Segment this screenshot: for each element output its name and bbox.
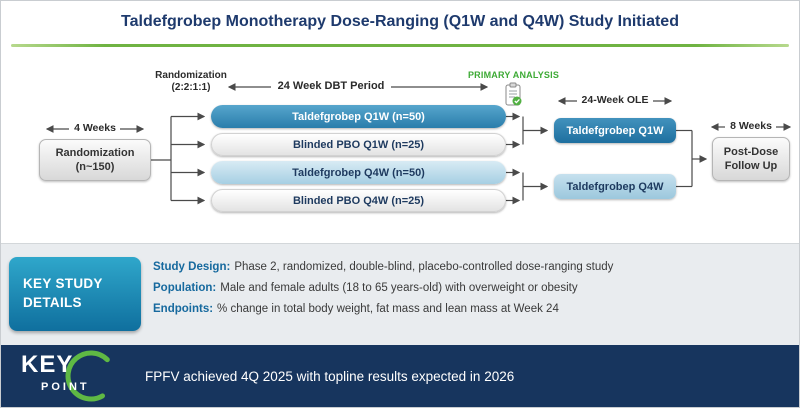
flow-connector-arrows bbox=[45, 83, 792, 205]
followup-duration-label: 8 Weeks bbox=[730, 120, 772, 132]
key-study-details-section: KEY STUDY DETAILS Study Design: Phase 2, … bbox=[1, 243, 799, 345]
dbt-period-label: 24 Week DBT Period bbox=[277, 80, 385, 92]
arm-blinded-pbo-q1w: Blinded PBO Q1W (n=25) bbox=[211, 133, 506, 156]
keypoint-logo: KEY POINT bbox=[15, 348, 133, 404]
detail-label-study-design: Study Design: bbox=[153, 261, 231, 273]
logo-text-point: POINT bbox=[41, 381, 90, 393]
ole-taldefgrobep-q4w: Taldefgrobep Q4W bbox=[554, 174, 676, 199]
key-study-heading-line1: KEY STUDY bbox=[23, 276, 103, 292]
post-dose-line1: Post-Dose bbox=[723, 145, 779, 158]
key-point-footer: KEY POINT FPFV achieved 4Q 2025 with top… bbox=[1, 345, 799, 407]
detail-label-population: Population: bbox=[153, 282, 217, 294]
randomization-ratio-line2: (2:2:1:1) bbox=[171, 82, 211, 93]
detail-value-population: Male and female adults (18 to 65 years-o… bbox=[220, 282, 578, 294]
detail-value-endpoints: % change in total body weight, fat mass … bbox=[217, 303, 559, 315]
key-study-heading-line2: DETAILS bbox=[23, 295, 82, 310]
randomization-box-line1: Randomization bbox=[55, 146, 135, 159]
detail-label-endpoints: Endpoints: bbox=[153, 303, 214, 315]
logo-text-key: KEY bbox=[21, 351, 74, 378]
post-dose-line2: Follow Up bbox=[724, 160, 778, 172]
detail-line-population: Population: Male and female adults (18 to… bbox=[153, 282, 613, 294]
study-flow-diagram: Randomization (2:2:1:1) 24 Week DBT Peri… bbox=[1, 51, 799, 243]
primary-analysis-label: PRIMARY ANALYSIS bbox=[467, 70, 560, 80]
randomization-ratio-line1: Randomization bbox=[155, 70, 227, 81]
key-study-details-heading: KEY STUDY DETAILS bbox=[9, 257, 141, 331]
study-details-text: Study Design: Phase 2, randomized, double… bbox=[153, 261, 613, 324]
primary-analysis-clipboard-icon bbox=[505, 82, 522, 106]
ole-taldefgrobep-q1w: Taldefgrobep Q1W bbox=[554, 118, 676, 143]
title-divider bbox=[11, 44, 789, 47]
randomization-box-line2: (n~150) bbox=[75, 161, 115, 173]
arm-taldefgrobep-q4w: Taldefgrobep Q4W (n=50) bbox=[211, 161, 506, 184]
arm-blinded-pbo-q4w: Blinded PBO Q4W (n=25) bbox=[211, 189, 506, 212]
detail-line-study-design: Study Design: Phase 2, randomized, double… bbox=[153, 261, 613, 273]
arm-taldefgrobep-q1w: Taldefgrobep Q1W (n=50) bbox=[211, 105, 506, 128]
post-dose-followup-box: Post-Dose Follow Up bbox=[712, 137, 790, 181]
logo-swoosh-icon bbox=[65, 350, 110, 402]
randomization-box: Randomization (n~150) bbox=[39, 139, 151, 181]
page-title: Taldefgrobep Monotherapy Dose-Ranging (Q… bbox=[121, 13, 679, 30]
pre-duration-label: 4 Weeks bbox=[74, 122, 116, 134]
ole-period-label: 24-Week OLE bbox=[581, 94, 649, 106]
detail-line-endpoints: Endpoints:% change in total body weight,… bbox=[153, 303, 613, 315]
detail-value-study-design: Phase 2, randomized, double-blind, place… bbox=[234, 261, 614, 273]
footer-message: FPFV achieved 4Q 2025 with topline resul… bbox=[145, 368, 515, 384]
randomization-ratio-label: Randomization (2:2:1:1) bbox=[141, 70, 241, 94]
